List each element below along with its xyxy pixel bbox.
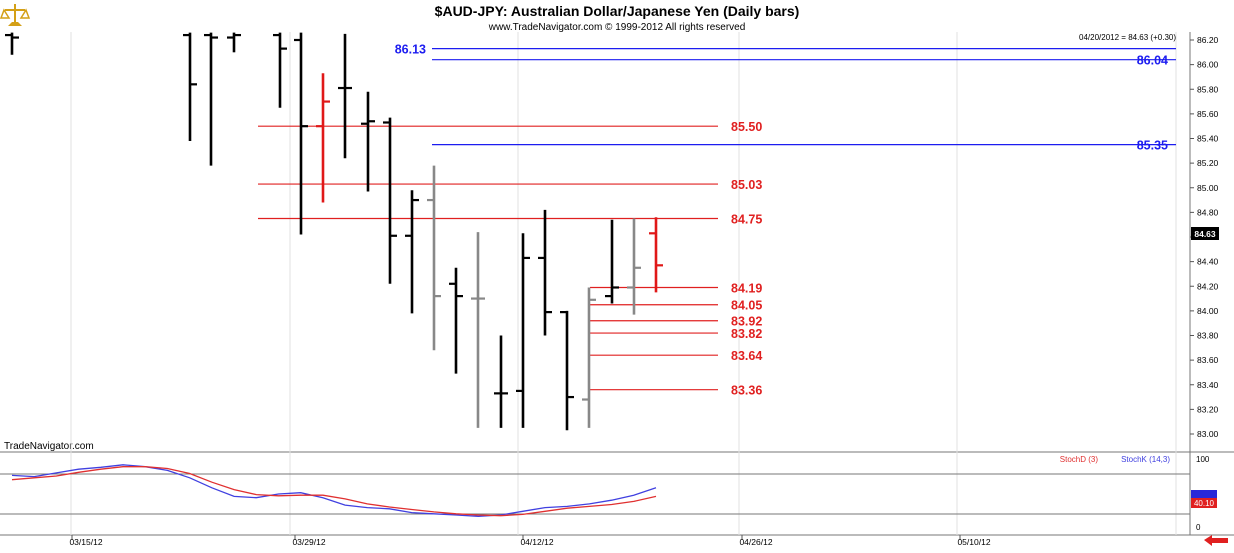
ohlc-bar-0: [5, 32, 19, 55]
vertical-gridlines: [70, 32, 1177, 535]
ohlc-bar-15: [516, 233, 530, 428]
y-tick-label-14: 83.40: [1197, 380, 1219, 390]
chart-title: $AUD-JPY: Australian Dollar/Japanese Yen…: [435, 3, 800, 19]
ohlc-bar-13: [471, 232, 485, 428]
stoch-d-legend: StochD (3): [1060, 455, 1099, 464]
y-tick-label-4: 85.40: [1197, 134, 1219, 144]
y-tick-label-12: 83.80: [1197, 331, 1219, 341]
level-label-83.64: 83.64: [731, 349, 762, 363]
ohlc-bar-5: [294, 32, 308, 235]
ohlc-bar-19: [605, 219, 619, 304]
ohlc-bar-11: [427, 165, 441, 351]
level-label-86.04: 86.04: [1137, 54, 1168, 68]
level-label-85.03: 85.03: [731, 178, 762, 192]
stochastic-panel: StochD (3) StochK (14,3) 100 0 40.10: [0, 455, 1217, 532]
level-label-84.19: 84.19: [731, 281, 762, 295]
x-tick-label-0: 03/15/12: [69, 537, 102, 547]
level-label-85.50: 85.50: [731, 120, 762, 134]
stoch-k-line: [11, 464, 657, 517]
level-label-85.35: 85.35: [1137, 139, 1168, 153]
x-tick-label-1: 03/29/12: [292, 537, 325, 547]
level-label-83.92: 83.92: [731, 315, 762, 329]
y-tick-label-3: 85.60: [1197, 109, 1219, 119]
ohlc-bar-16: [538, 209, 552, 336]
ohlc-bar-18: [582, 287, 596, 428]
x-tick-label-4: 05/10/12: [957, 537, 990, 547]
last-quote-text: 04/20/2012 = 84.63 (+0.30): [1079, 33, 1176, 42]
y-tick-label-5: 85.20: [1197, 158, 1219, 168]
ohlc-bar-21: [649, 217, 663, 293]
x-tick-label-2: 04/12/12: [520, 537, 553, 547]
level-label-83.82: 83.82: [731, 327, 762, 341]
ohlc-bar-1: [183, 32, 197, 141]
y-tick-label-13: 83.60: [1197, 355, 1219, 365]
ohlc-bar-9: [383, 117, 397, 284]
level-label-84.75: 84.75: [731, 213, 762, 227]
ohlc-bar-3: [227, 32, 241, 53]
level-label-86.13: 86.13: [395, 43, 426, 57]
y-tick-label-2: 85.80: [1197, 84, 1219, 94]
x-tick-label-3: 04/26/12: [739, 537, 772, 547]
stoch-tick-0: 0: [1196, 523, 1201, 532]
ohlc-bar-7: [338, 33, 352, 159]
ohlc-bar-14: [494, 335, 508, 428]
y-tick-label-1: 86.00: [1197, 60, 1219, 70]
stoch-k-tag: [1191, 490, 1217, 498]
stoch-k-legend: StochK (14,3): [1121, 455, 1170, 464]
stoch-d-line: [11, 466, 657, 517]
chart-subtitle: www.TradeNavigator.com © 1999-2012 All r…: [488, 22, 746, 33]
watermark-text: TradeNavigator.com: [4, 441, 94, 452]
ohlc-bar-17: [560, 310, 574, 431]
tradenavigator-logo-icon: [0, 4, 31, 26]
level-label-84.05: 84.05: [731, 299, 762, 313]
y-tick-label-0: 86.20: [1197, 35, 1219, 45]
ohlc-bar-8: [361, 91, 375, 192]
scroll-right-arrow-icon[interactable]: [1204, 535, 1228, 546]
ohlc-bar-12: [449, 267, 463, 374]
ohlc-bar-4: [273, 32, 287, 108]
level-label-83.36: 83.36: [731, 384, 762, 398]
ohlc-bar-6: [316, 73, 330, 203]
ohlc-bars: [5, 32, 663, 431]
date-axis-labels: 03/15/12 03/29/12 04/12/12 04/26/12 05/10/12: [69, 535, 991, 547]
last-price-tag: [1191, 227, 1219, 240]
stoch-tick-100: 100: [1196, 455, 1210, 464]
y-tick-label-11: 84.00: [1197, 306, 1219, 316]
ohlc-bar-2: [204, 32, 218, 166]
y-tick-label-10: 84.20: [1197, 281, 1219, 291]
y-tick-label-9: 84.40: [1197, 257, 1219, 267]
last-price-tag-text: 84.63: [1194, 229, 1216, 239]
ohlc-bar-10: [405, 190, 419, 314]
stoch-d-tag-text: 40.10: [1194, 499, 1215, 508]
stoch-d-tag: [1191, 498, 1217, 508]
ohlc-bar-20: [627, 218, 641, 315]
y-tick-label-7: 84.80: [1197, 207, 1219, 217]
y-tick-label-6: 85.00: [1197, 183, 1219, 193]
price-axis-ticks: 86.20 86.00 85.80 85.60 85.40 85.20 85.00 84.80…: [1190, 35, 1219, 439]
y-tick-label-16: 83.00: [1197, 429, 1219, 439]
y-tick-label-15: 83.20: [1197, 404, 1219, 414]
support-resistance-levels: 86.13 86.04 85.50 85.35 85.03 84.75 84.19 84.05…: [258, 43, 1176, 398]
